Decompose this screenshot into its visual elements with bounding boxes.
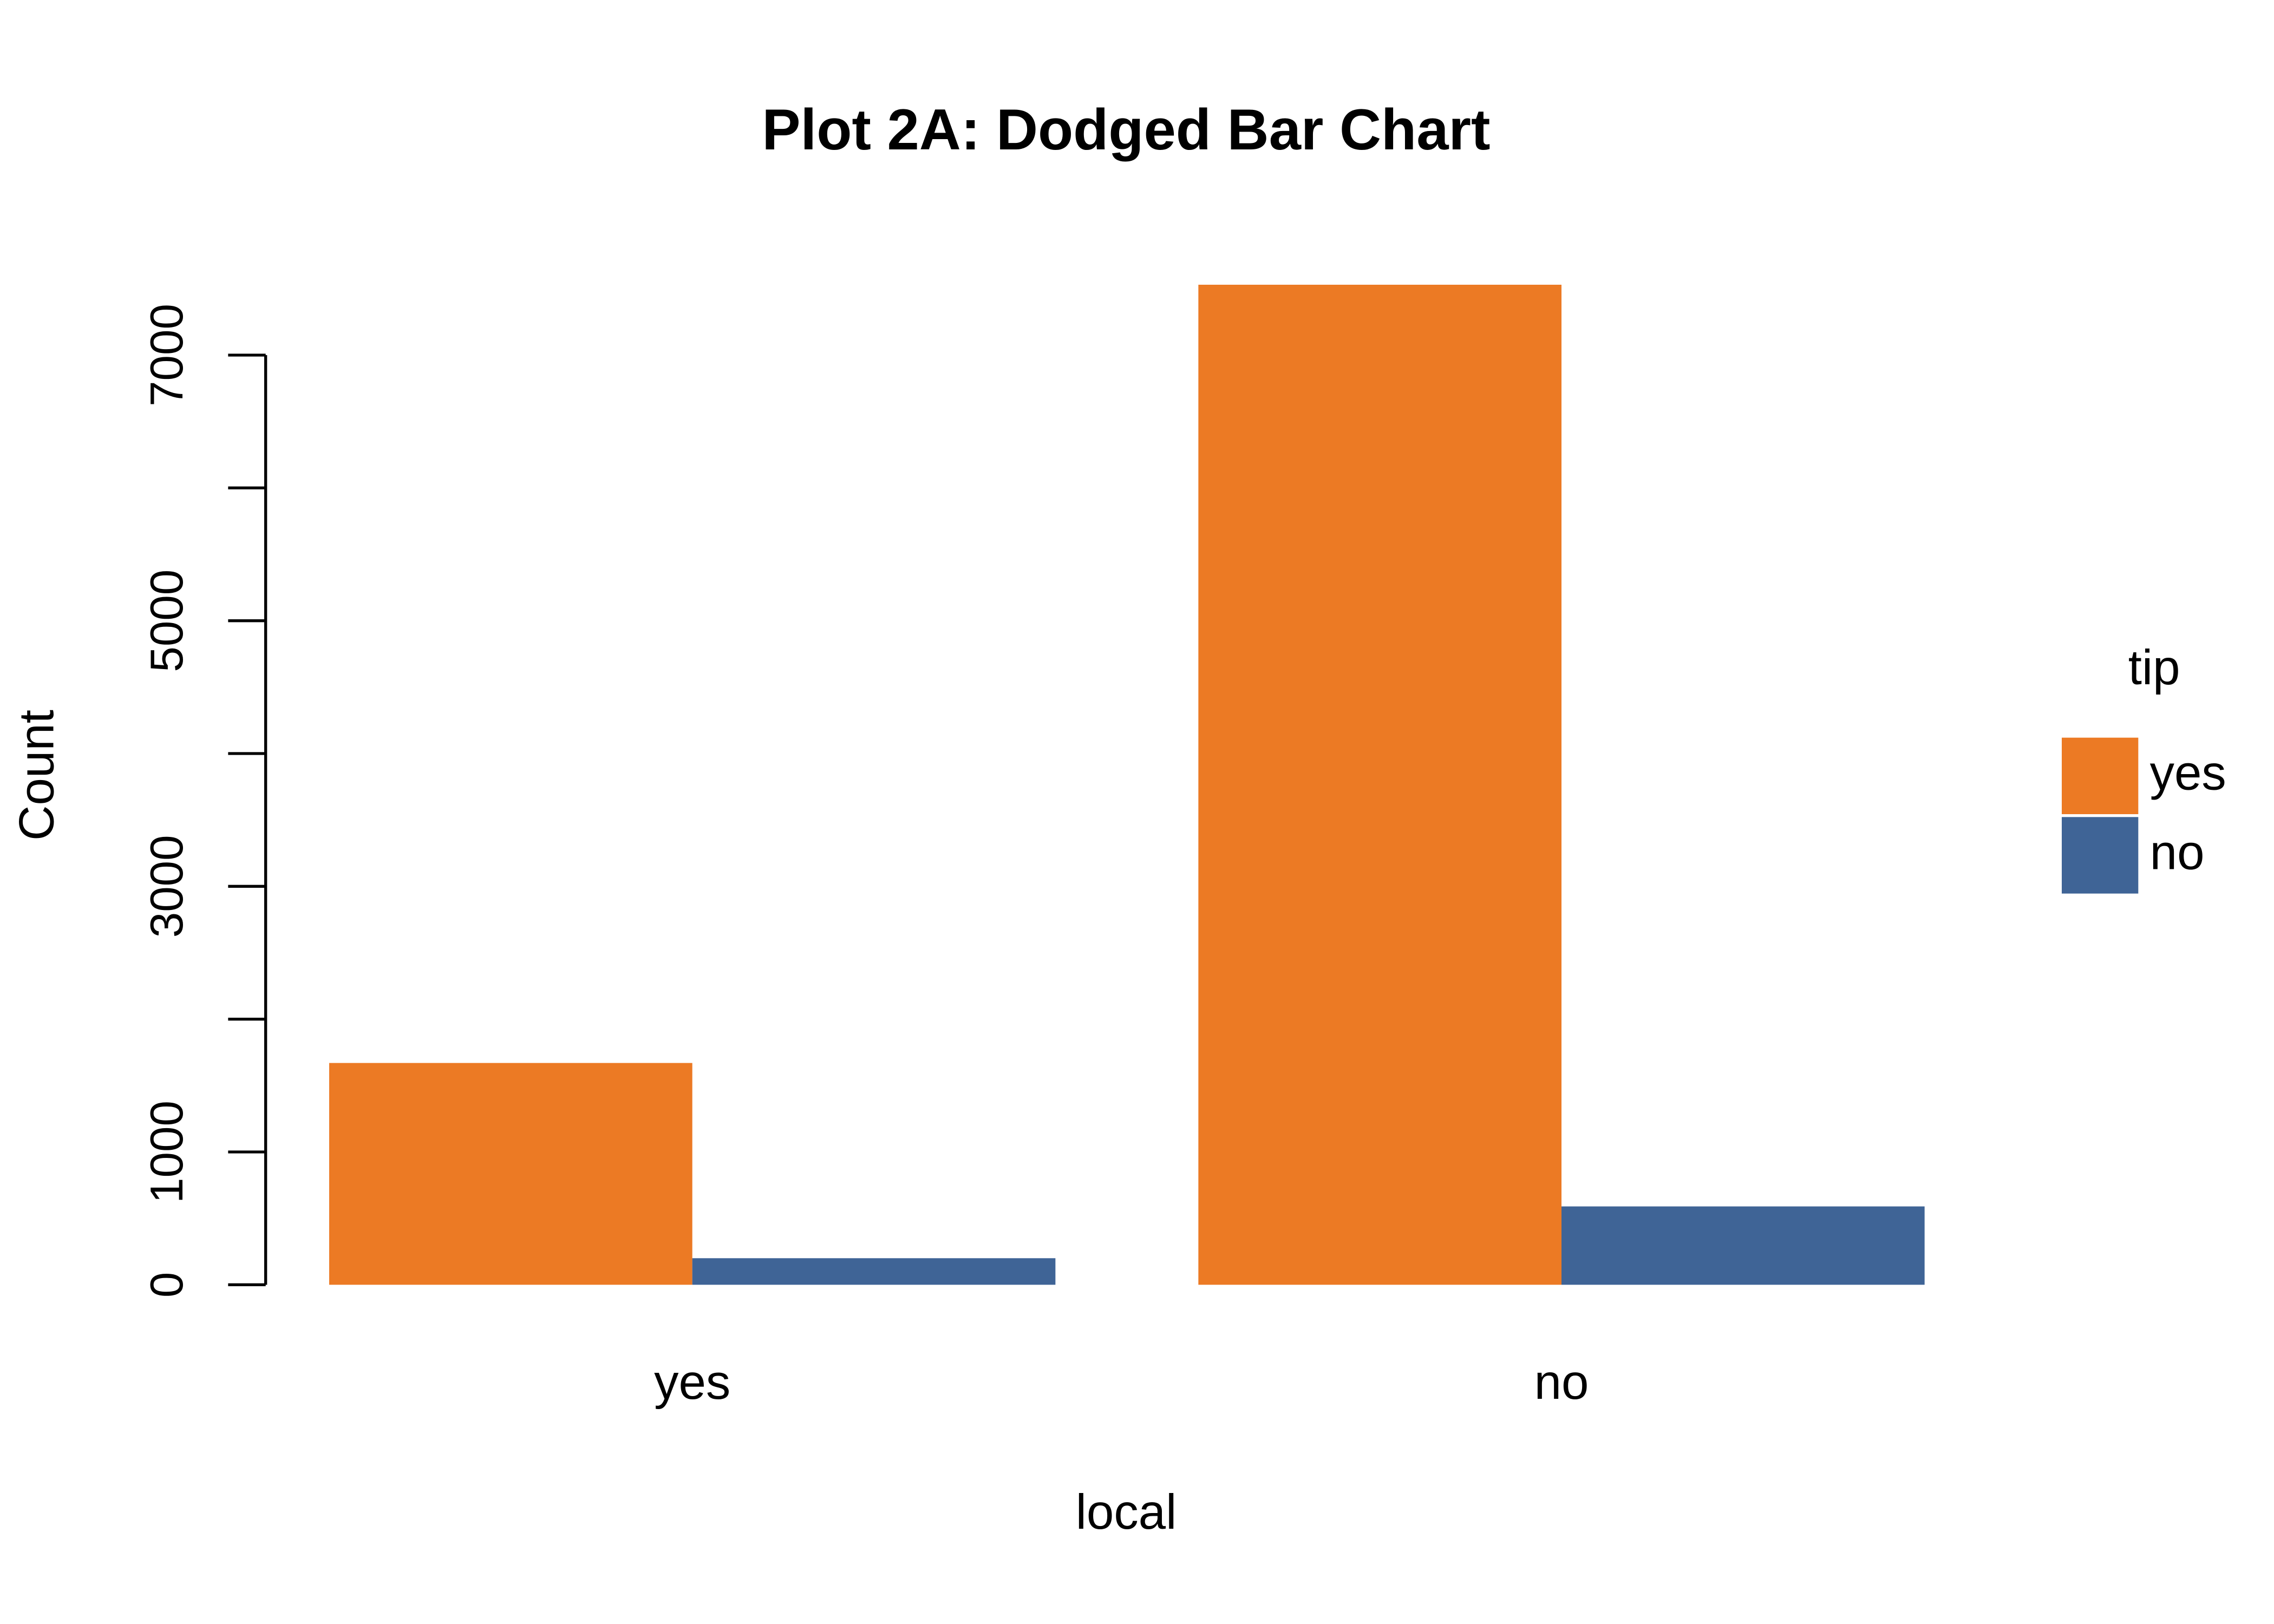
y-tick-label: 0	[141, 1272, 193, 1298]
legend-swatch	[2062, 817, 2139, 894]
legend-title: tip	[2128, 640, 2180, 695]
y-tick-label: 1000	[141, 1101, 193, 1203]
bar	[692, 1258, 1056, 1285]
y-tick-label: 7000	[141, 304, 193, 407]
bar	[1198, 284, 1561, 1285]
chart-title: Plot 2A: Dodged Bar Chart	[762, 97, 1490, 162]
x-tick-label: no	[1534, 1355, 1589, 1410]
y-axis-title: Count	[10, 710, 64, 841]
bar	[329, 1063, 692, 1285]
x-axis-title: local	[1076, 1485, 1177, 1540]
legend-label: yes	[2150, 746, 2226, 801]
y-tick-label: 5000	[141, 569, 193, 672]
y-tick-label: 3000	[141, 835, 193, 938]
x-tick-label: yes	[654, 1355, 730, 1410]
bar	[1561, 1206, 1925, 1285]
legend-label: no	[2150, 825, 2205, 880]
legend-swatch	[2062, 737, 2139, 814]
